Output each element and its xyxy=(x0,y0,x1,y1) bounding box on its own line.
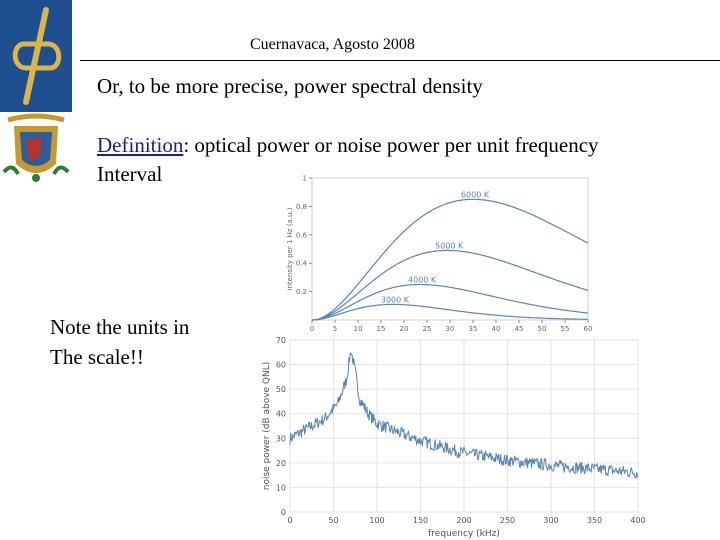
x-tick-label: 45 xyxy=(515,325,524,332)
x-tick-label: 10 xyxy=(354,325,363,332)
header-divider xyxy=(80,60,720,61)
series-line xyxy=(289,352,639,480)
x-tick-label: 35 xyxy=(469,325,478,332)
x-tick-label: 100 xyxy=(369,516,384,525)
y-tick-label: 30 xyxy=(276,434,286,443)
x-tick-label: 25 xyxy=(423,325,432,332)
series-line xyxy=(311,303,588,321)
y-tick-label: 60 xyxy=(276,361,286,370)
note-line2: The scale!! xyxy=(50,345,144,369)
series-line xyxy=(311,249,589,321)
x-tick-label: 150 xyxy=(413,516,428,525)
y-tick-label: 0.8 xyxy=(296,203,307,211)
x-tick-label: 0 xyxy=(310,325,314,332)
y-tick-label: 1 xyxy=(303,175,307,183)
y-tick-label: 10 xyxy=(276,483,286,492)
y-tick-label: 0 xyxy=(281,508,286,517)
x-tick-label: 30 xyxy=(446,325,455,332)
y-tick-label: 50 xyxy=(276,385,286,394)
definition-line2: Interval xyxy=(97,162,163,186)
x-tick-label: 350 xyxy=(587,516,602,525)
series-line xyxy=(311,283,589,321)
x-tick-label: 50 xyxy=(538,325,547,332)
y-axis-label: intensity per 1 Hz (a.u.) xyxy=(286,207,294,290)
note-text: Note the units in The scale!! xyxy=(50,312,189,372)
x-tick-label: 250 xyxy=(500,516,515,525)
x-tick-label: 60 xyxy=(584,325,592,332)
series-label: 5000 K xyxy=(435,241,464,250)
series-label: 3000 K xyxy=(381,295,410,304)
y-tick-label: 70 xyxy=(276,336,286,345)
y-tick-label: 0.6 xyxy=(296,231,308,239)
series-line xyxy=(311,198,589,321)
definition-text: Definition: optical power or noise power… xyxy=(97,131,599,189)
y-tick-label: 20 xyxy=(276,459,286,468)
definition-rest: : optical power or noise power per unit … xyxy=(183,133,599,157)
x-tick-label: 5 xyxy=(333,325,337,332)
slide-line-psd: Or, to be more precise, power spectral d… xyxy=(97,74,483,98)
y-tick-label: 0.2 xyxy=(296,288,307,296)
institute-logo xyxy=(0,0,72,112)
x-axis-label: frequency (kHz) xyxy=(428,529,500,539)
x-tick-label: 200 xyxy=(456,516,471,525)
x-tick-label: 50 xyxy=(328,516,338,525)
x-tick-label: 55 xyxy=(561,325,570,332)
series-label: 6000 K xyxy=(461,190,490,199)
x-tick-label: 400 xyxy=(630,516,645,525)
noise-power-chart: 0 50 100 150 200 250 300 350 400 0 10 20 30 40 50 60 70 f… xyxy=(262,336,646,539)
x-tick-label: 40 xyxy=(492,325,501,332)
y-tick-label: 0.4 xyxy=(296,260,308,268)
y-tick-label: 40 xyxy=(276,410,286,419)
definition-word: Definition xyxy=(97,133,184,157)
series-label: 4000 K xyxy=(408,276,437,285)
x-tick-label: 300 xyxy=(543,516,558,525)
y-axis-label: noise power (dB above QNL) xyxy=(262,362,272,491)
x-tick-label: 15 xyxy=(377,325,386,332)
note-line1: Note the units in xyxy=(50,315,190,339)
plot-area xyxy=(311,177,589,321)
x-tick-label: 20 xyxy=(400,325,409,332)
header-title: Cuernavaca, Agosto 2008 xyxy=(250,36,415,53)
university-seal-logo xyxy=(0,112,72,188)
x-tick-label: 0 xyxy=(287,516,292,525)
blackbody-chart: 0 5 10 15 20 25 30 35 40 45 50 55 60 0.2 0.4 0.6 0.8 1 int… xyxy=(286,175,592,333)
